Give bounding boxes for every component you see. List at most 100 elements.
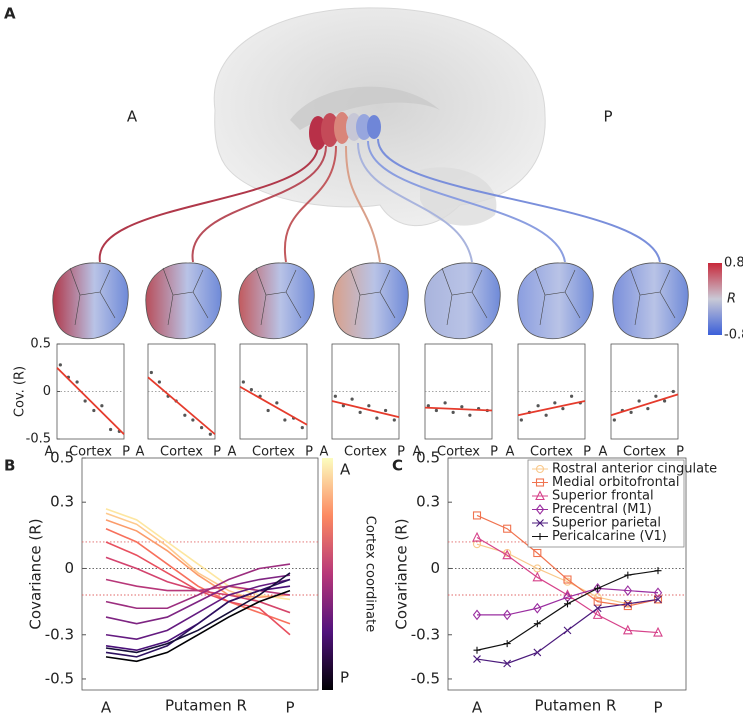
legend-label: Superior frontal bbox=[552, 489, 654, 504]
y-tick-label: 0.3 bbox=[416, 493, 440, 511]
series-line bbox=[105, 589, 291, 663]
marker bbox=[623, 585, 633, 596]
scatter-point bbox=[83, 399, 87, 403]
marker bbox=[563, 575, 572, 584]
fit-line bbox=[331, 400, 400, 419]
marker bbox=[472, 609, 482, 621]
x-end-label: P bbox=[213, 445, 221, 460]
series-line bbox=[477, 587, 659, 616]
x-end-label: P bbox=[676, 445, 684, 460]
y-tick-label: 0 bbox=[430, 559, 440, 577]
series-line bbox=[105, 563, 291, 610]
colorbar-tick-label: 0.8 bbox=[724, 256, 743, 271]
y-tick-label: -0.3 bbox=[45, 625, 74, 643]
scatter-point bbox=[266, 408, 270, 413]
panel-label: B bbox=[4, 457, 15, 475]
legend-marker bbox=[535, 504, 545, 515]
series-line bbox=[105, 574, 291, 625]
marker bbox=[622, 624, 633, 635]
posterior-label: P bbox=[603, 108, 612, 126]
marker bbox=[654, 595, 662, 604]
series-line bbox=[476, 514, 659, 607]
connector-curve bbox=[98, 144, 319, 263]
series-line bbox=[105, 541, 291, 636]
legend-label: Pericalcarine (V1) bbox=[552, 529, 667, 544]
marker bbox=[594, 584, 602, 592]
series-line bbox=[476, 537, 659, 634]
connector-curve bbox=[191, 145, 327, 263]
x-end-label: P bbox=[122, 445, 130, 460]
connector-curve bbox=[377, 138, 661, 263]
colorbar bbox=[322, 458, 333, 690]
scatter-point bbox=[629, 410, 633, 414]
cortex-map bbox=[424, 262, 501, 340]
scatter-point bbox=[451, 410, 455, 414]
scatter-point bbox=[426, 404, 430, 408]
scatter-point bbox=[157, 380, 161, 384]
scatter-point bbox=[109, 427, 113, 432]
legend-label: Rostral anterior cingulate bbox=[552, 462, 717, 477]
colorbar-tick-label: P bbox=[340, 669, 349, 687]
x-axis-label: Putamen R bbox=[535, 697, 617, 715]
cortex-parcel bbox=[629, 267, 676, 326]
y-tick-label: 0.5 bbox=[30, 337, 51, 352]
x-axis-label: Cortex bbox=[437, 445, 480, 460]
x-tick-label: P bbox=[653, 699, 662, 717]
scatter-point bbox=[671, 389, 675, 394]
x-end-label: A bbox=[228, 445, 237, 460]
marker bbox=[503, 640, 511, 648]
scatter-point bbox=[536, 404, 540, 408]
scatter-point bbox=[392, 418, 396, 422]
y-axis-label: Cov. (R) bbox=[13, 366, 28, 417]
y-axis-label: Covariance (R) bbox=[393, 518, 411, 629]
y-tick-label: 0.3 bbox=[50, 493, 74, 511]
y-axis-label: Covariance (R) bbox=[27, 518, 45, 629]
x-tick-label: A bbox=[101, 699, 112, 717]
scatter-point bbox=[468, 413, 472, 417]
connector-curve bbox=[283, 145, 337, 263]
fit-line bbox=[147, 376, 216, 435]
cortex-parcel bbox=[349, 267, 396, 326]
connector-curve bbox=[367, 140, 566, 263]
marker bbox=[502, 549, 513, 560]
scatter-point bbox=[333, 394, 337, 398]
fit-line bbox=[517, 400, 586, 417]
x-axis-label: Cortex bbox=[623, 445, 666, 460]
x-tick-label: P bbox=[285, 699, 294, 717]
marker bbox=[623, 599, 632, 608]
colorbar-label: Cortex coordinate bbox=[363, 516, 378, 632]
scatter-point bbox=[553, 401, 557, 405]
y-tick-label: 0.5 bbox=[416, 449, 440, 467]
colorbar-tick-label: A bbox=[340, 461, 351, 479]
scatter-point bbox=[612, 418, 616, 422]
cortex-map bbox=[52, 262, 129, 340]
cortex-parcel bbox=[441, 267, 488, 326]
scatter-point bbox=[561, 407, 565, 411]
marker bbox=[503, 659, 512, 668]
x-end-label: P bbox=[583, 445, 591, 460]
x-end-label: A bbox=[506, 445, 515, 460]
panel-label: A bbox=[4, 5, 16, 23]
marker bbox=[592, 609, 603, 619]
scatter-point bbox=[191, 418, 195, 422]
scatter-point bbox=[200, 426, 204, 430]
scatter-point bbox=[646, 407, 650, 411]
x-axis-label: Cortex bbox=[160, 445, 203, 460]
series-line bbox=[105, 519, 291, 599]
y-tick-label: -0.5 bbox=[411, 669, 440, 687]
y-tick-label: -0.3 bbox=[411, 625, 440, 643]
scatter-point bbox=[300, 426, 304, 430]
scatter-point bbox=[460, 405, 464, 409]
x-end-label: P bbox=[397, 445, 405, 460]
legend-marker bbox=[535, 490, 545, 501]
series-line bbox=[105, 578, 291, 658]
marker bbox=[533, 602, 542, 614]
scatter-point bbox=[249, 388, 253, 392]
marker bbox=[624, 571, 632, 579]
plot-frame bbox=[81, 457, 319, 691]
scatter-point bbox=[375, 416, 379, 420]
marker bbox=[503, 524, 512, 533]
panel-label: C bbox=[392, 457, 403, 475]
colorbar-label: R bbox=[727, 292, 736, 307]
series-line bbox=[105, 572, 291, 654]
